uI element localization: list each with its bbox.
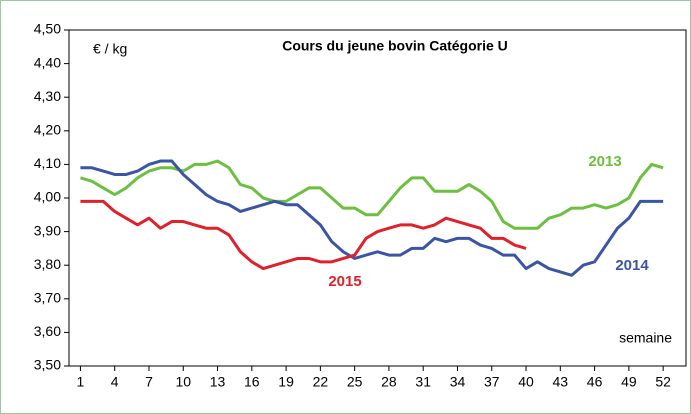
y-axis-label: € / kg xyxy=(93,41,127,57)
x-tick-label: 1 xyxy=(77,374,85,390)
series-label: 2013 xyxy=(588,153,621,170)
series-label: 2015 xyxy=(328,273,361,290)
y-tick-label: 4,50 xyxy=(34,21,61,37)
y-tick-label: 4,00 xyxy=(34,189,61,205)
x-tick-label: 16 xyxy=(244,374,260,390)
x-tick-label: 49 xyxy=(621,374,637,390)
series-line xyxy=(80,199,527,271)
y-tick-label: 3,70 xyxy=(34,290,61,306)
series-label: 2014 xyxy=(615,257,649,274)
y-tick-label: 4,40 xyxy=(34,54,61,70)
x-tick-label: 25 xyxy=(347,374,363,390)
x-tick-label: 52 xyxy=(655,374,671,390)
y-tick-label: 4,20 xyxy=(34,122,61,138)
x-tick-label: 34 xyxy=(450,374,466,390)
y-tick-label: 4,30 xyxy=(34,88,61,104)
series-line xyxy=(80,159,664,277)
x-tick-label: 40 xyxy=(518,374,534,390)
y-tick-label: 3,50 xyxy=(34,357,61,373)
x-tick-label: 13 xyxy=(210,374,226,390)
x-tick-label: 22 xyxy=(313,374,329,390)
x-tick-label: 7 xyxy=(145,374,153,390)
y-tick-label: 3,80 xyxy=(34,256,61,272)
x-tick-label: 10 xyxy=(175,374,191,390)
x-tick-label: 37 xyxy=(484,374,500,390)
y-tick-label: 3,90 xyxy=(34,222,61,238)
x-tick-label: 46 xyxy=(587,374,603,390)
x-axis-label: semaine xyxy=(619,330,672,346)
x-tick-label: 31 xyxy=(415,374,431,390)
x-tick-label: 43 xyxy=(553,374,569,390)
x-tick-label: 19 xyxy=(278,374,294,390)
y-tick-label: 3,60 xyxy=(34,323,61,339)
chart-title: Cours du jeune bovin Catégorie U xyxy=(282,38,508,54)
x-tick-label: 28 xyxy=(381,374,397,390)
y-tick-label: 4,10 xyxy=(34,155,61,171)
x-tick-label: 4 xyxy=(111,374,119,390)
